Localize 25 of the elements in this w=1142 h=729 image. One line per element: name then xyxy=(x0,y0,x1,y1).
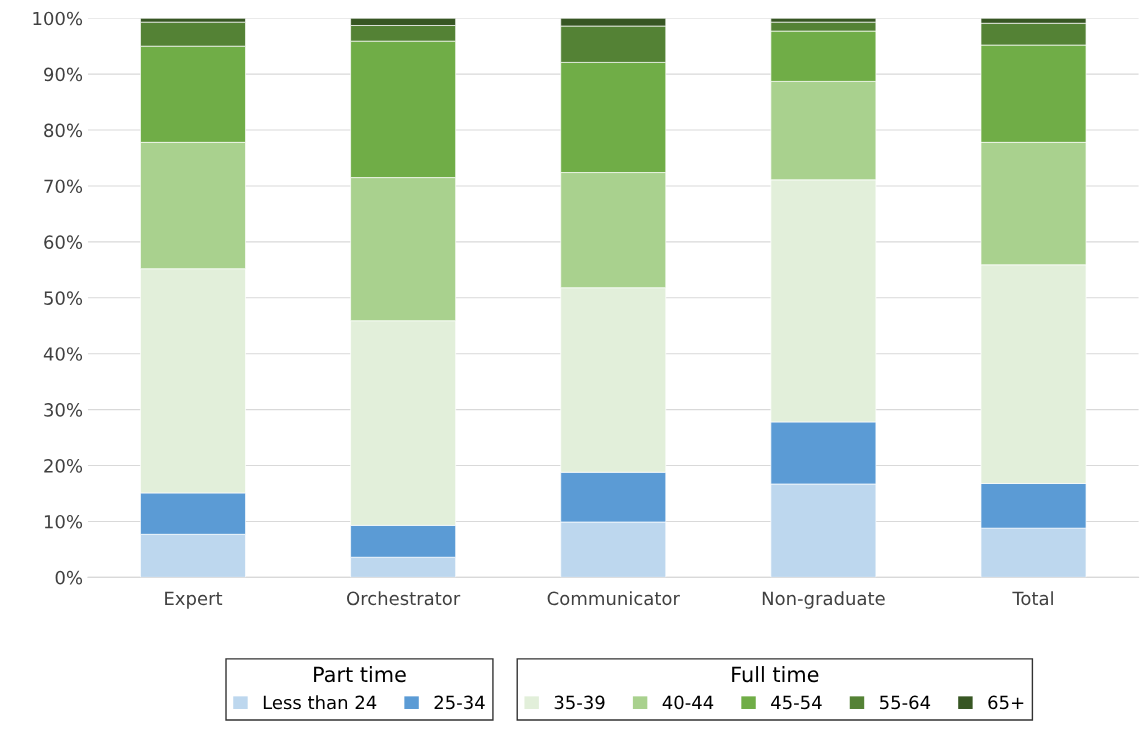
legend-label: 25-34 xyxy=(434,695,485,710)
y-tick-label: 100% xyxy=(33,11,83,26)
x-tick-label: Expert xyxy=(165,591,223,609)
legend-label: 35-39 xyxy=(554,695,605,710)
x-tick-label: Total xyxy=(1012,591,1053,606)
legend-label: 65+ xyxy=(988,695,1024,710)
legend-label: 55-64 xyxy=(880,695,931,710)
legend-label: 45-54 xyxy=(771,695,822,710)
y-tick-label: 20% xyxy=(44,459,83,473)
x-tick-label: Orchestrator xyxy=(347,591,461,606)
y-tick-label: 10% xyxy=(44,514,83,529)
text: Full time xyxy=(732,666,819,683)
legend-label: 40-44 xyxy=(662,695,714,710)
y-tick-label: 40% xyxy=(43,347,83,361)
x-tick-label: Non-graduate xyxy=(762,591,885,609)
y-tick-label: 0% xyxy=(55,570,83,585)
y-tick-label: 90% xyxy=(44,67,83,82)
y-tick-label: 30% xyxy=(44,403,83,417)
x-tick-label: Communicator xyxy=(547,591,680,606)
y-tick-label: 50% xyxy=(44,291,83,305)
y-tick-label: 70% xyxy=(44,179,83,194)
y-tick-label: 60% xyxy=(44,235,83,249)
legend-label: Less than 24 xyxy=(263,695,377,710)
y-tick-label: 80% xyxy=(44,123,83,138)
text: Part time xyxy=(314,666,406,683)
